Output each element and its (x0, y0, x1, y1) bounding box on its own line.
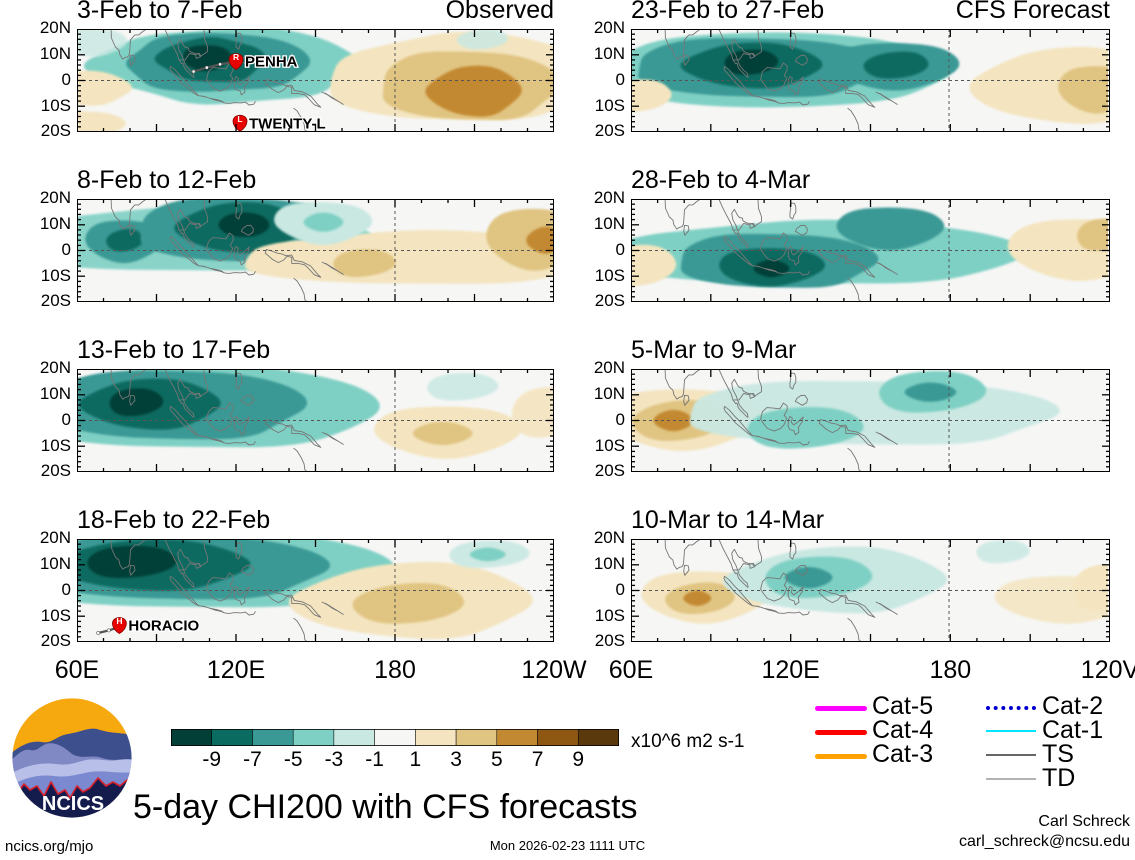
svg-text:NCICS: NCICS (42, 793, 104, 815)
